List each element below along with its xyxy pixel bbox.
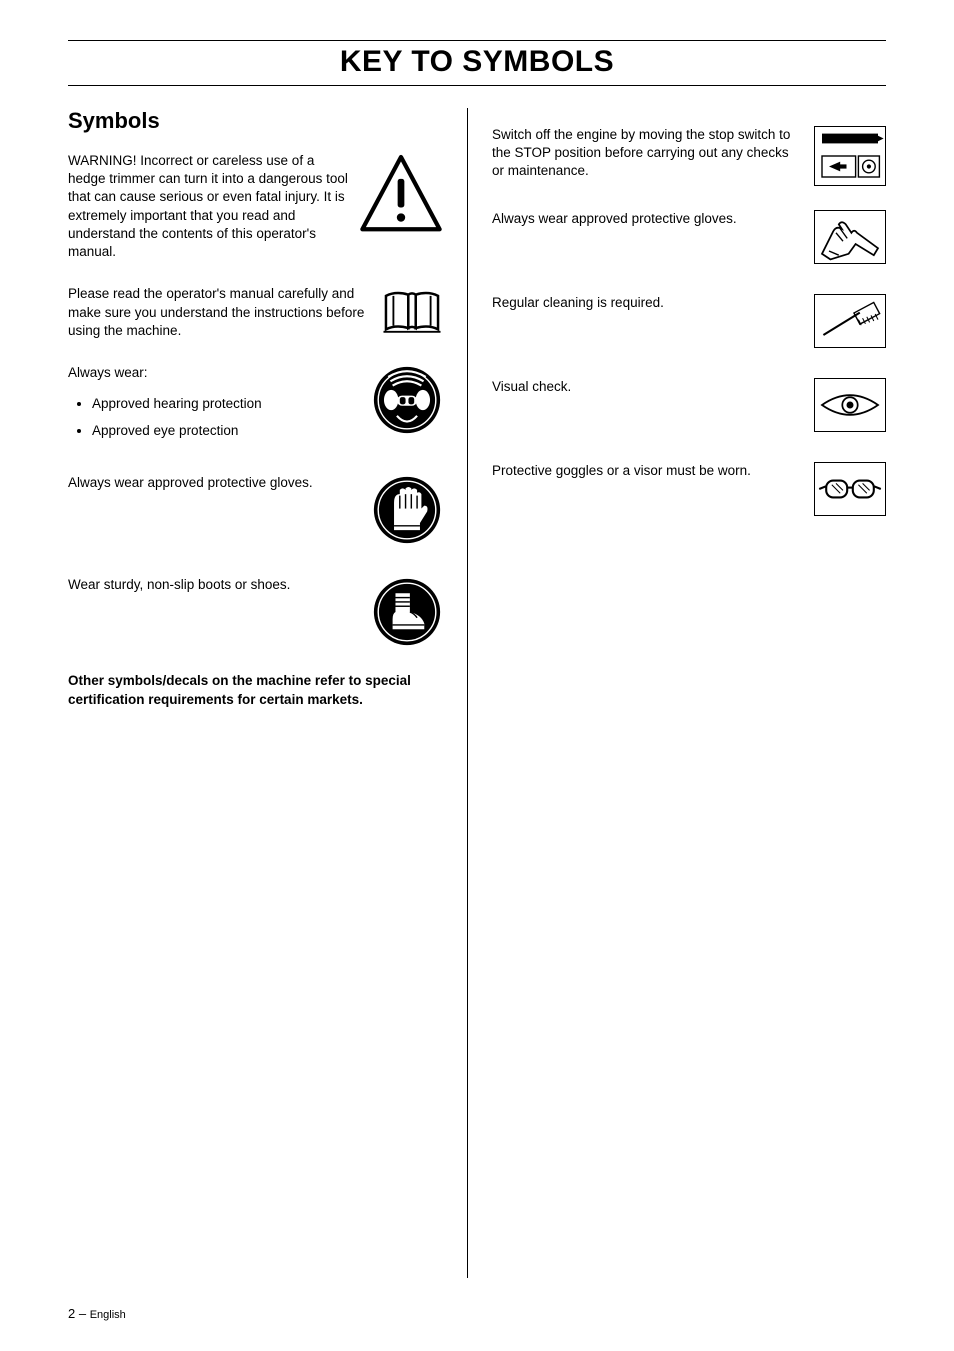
always-wear-list: Approved hearing protection Approved eye…	[68, 390, 361, 444]
gloves-framed-icon	[814, 210, 886, 264]
right-column: Switch off the engine by moving the stop…	[468, 108, 886, 1278]
left-column: Symbols WARNING! Incorrect or careless u…	[68, 108, 468, 1278]
entry-gloves-right: Always wear approved protective gloves.	[492, 210, 886, 264]
warning-triangle-icon	[359, 152, 443, 236]
entry-visual: Visual check.	[492, 378, 886, 432]
cleaning-text: Regular cleaning is required.	[492, 294, 804, 312]
entry-warning: WARNING! Incorrect or careless use of a …	[68, 152, 443, 261]
stop-switch-icon	[814, 126, 886, 186]
content-columns: Symbols WARNING! Incorrect or careless u…	[68, 108, 886, 1278]
open-book-icon	[381, 285, 443, 339]
page-footer: 2 – English	[68, 1306, 126, 1321]
entry-boots: Wear sturdy, non-slip boots or shoes.	[68, 576, 443, 648]
entry-gloves-left: Always wear approved protective gloves.	[68, 474, 443, 546]
entry-always-wear: Always wear: Approved hearing protection…	[68, 364, 443, 444]
goggles-text: Protective goggles or a visor must be wo…	[492, 462, 804, 480]
entry-cleaning: Regular cleaning is required.	[492, 294, 886, 348]
brush-cleaning-icon	[814, 294, 886, 348]
entry-stop-switch: Switch off the engine by moving the stop…	[492, 126, 886, 186]
always-wear-block: Always wear: Approved hearing protection…	[68, 364, 361, 444]
boots-text: Wear sturdy, non-slip boots or shoes.	[68, 576, 361, 594]
stop-switch-text: Switch off the engine by moving the stop…	[492, 126, 804, 181]
eye-icon	[814, 378, 886, 432]
other-symbols-note: Other symbols/decals on the machine refe…	[68, 672, 443, 710]
boots-icon	[371, 576, 443, 648]
gloves-text-right: Always wear approved protective gloves.	[492, 210, 804, 228]
footer-sep: –	[75, 1306, 89, 1321]
manual-text: Please read the operator's manual carefu…	[68, 285, 371, 340]
entry-manual: Please read the operator's manual carefu…	[68, 285, 443, 340]
top-rule	[68, 40, 886, 41]
always-wear-lead: Always wear:	[68, 364, 361, 382]
gloves-text-left: Always wear approved protective gloves.	[68, 474, 361, 492]
goggles-icon	[814, 462, 886, 516]
entry-goggles: Protective goggles or a visor must be wo…	[492, 462, 886, 516]
list-item: Approved eye protection	[92, 417, 361, 444]
list-item: Approved hearing protection	[92, 390, 361, 417]
footer-language: English	[90, 1309, 126, 1321]
warning-text: WARNING! Incorrect or careless use of a …	[68, 152, 349, 261]
gloves-round-icon	[371, 474, 443, 546]
visual-text: Visual check.	[492, 378, 804, 396]
section-heading: Symbols	[68, 108, 443, 134]
page-title: KEY TO SYMBOLS	[68, 45, 886, 86]
hearing-eye-protection-icon	[371, 364, 443, 436]
